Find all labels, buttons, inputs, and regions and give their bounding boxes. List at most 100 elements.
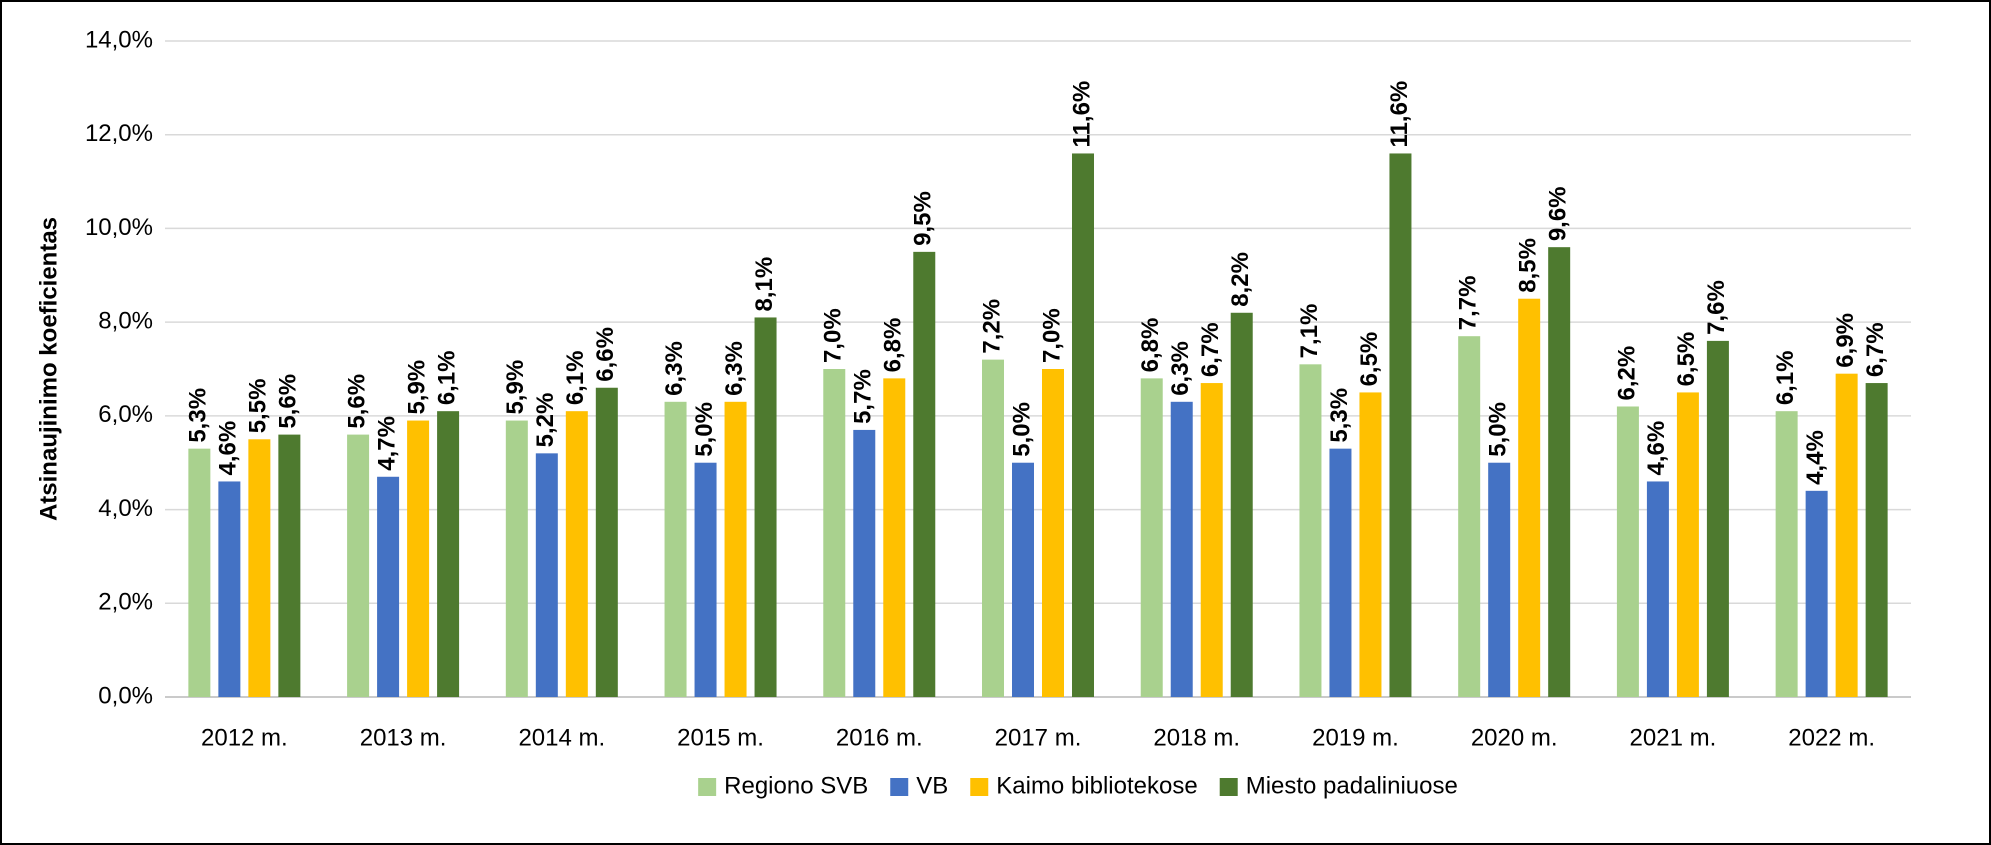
y-tick-label: 2,0% xyxy=(98,589,153,616)
value-label: 7,6% xyxy=(1703,280,1730,335)
bar xyxy=(248,439,271,697)
value-label: 6,8% xyxy=(1137,318,1164,373)
bar xyxy=(1488,462,1511,697)
bar xyxy=(1200,383,1223,697)
bar xyxy=(1042,369,1064,697)
bar xyxy=(1458,336,1481,697)
bar xyxy=(982,359,1004,697)
bar xyxy=(1140,378,1163,697)
value-label: 11,6% xyxy=(1386,81,1413,148)
x-tick-label: 2018 m. xyxy=(1153,724,1240,751)
legend-label: Kaimo bibliotekose xyxy=(996,772,1197,799)
bar xyxy=(664,401,687,697)
bar xyxy=(754,317,777,697)
value-label: 5,7% xyxy=(850,369,877,424)
bar xyxy=(1775,411,1798,697)
value-label: 6,9% xyxy=(1832,313,1859,368)
bar xyxy=(535,453,558,697)
value-label: 11,6% xyxy=(1068,81,1095,148)
value-label: 5,5% xyxy=(245,379,272,434)
value-label: 5,6% xyxy=(275,374,302,429)
bar xyxy=(377,476,400,697)
value-label: 6,7% xyxy=(1862,322,1889,377)
value-label: 4,6% xyxy=(215,421,242,476)
bar xyxy=(218,481,241,697)
bar xyxy=(1706,340,1729,697)
x-tick-label: 2012 m. xyxy=(201,724,288,751)
bar xyxy=(1865,383,1888,697)
value-label: 7,1% xyxy=(1296,304,1323,359)
x-tick-label: 2019 m. xyxy=(1312,724,1399,751)
value-label: 6,5% xyxy=(1356,332,1383,387)
value-label: 8,2% xyxy=(1227,252,1254,307)
x-tick-label: 2017 m. xyxy=(995,724,1082,751)
bar xyxy=(883,378,906,697)
bar xyxy=(437,411,460,697)
bar xyxy=(188,448,211,697)
value-label: 7,0% xyxy=(820,308,847,363)
x-tick-label: 2014 m. xyxy=(518,724,605,751)
value-label: 6,1% xyxy=(1772,350,1799,405)
bar xyxy=(565,411,588,697)
bar xyxy=(1170,401,1193,697)
bar xyxy=(278,434,301,697)
legend-swatch xyxy=(970,778,989,796)
value-label: 6,1% xyxy=(433,350,460,405)
bar xyxy=(913,251,936,697)
value-label: 6,8% xyxy=(880,318,907,373)
legend-label: Regiono SVB xyxy=(724,772,868,799)
value-label: 6,3% xyxy=(1167,341,1194,396)
x-tick-label: 2016 m. xyxy=(836,724,923,751)
y-tick-label: 6,0% xyxy=(98,401,153,428)
value-label: 5,3% xyxy=(1326,388,1353,443)
bar xyxy=(1646,481,1669,697)
bar xyxy=(1616,406,1639,697)
bar xyxy=(724,401,747,697)
value-label: 6,7% xyxy=(1197,322,1224,377)
value-label: 5,9% xyxy=(502,360,529,415)
bar xyxy=(1835,373,1858,697)
bar xyxy=(1359,392,1382,697)
value-label: 6,1% xyxy=(562,350,589,405)
legend-swatch xyxy=(890,778,909,796)
bar xyxy=(1518,298,1541,697)
y-tick-label: 8,0% xyxy=(98,307,153,334)
bar xyxy=(694,462,717,697)
value-label: 9,6% xyxy=(1545,186,1572,241)
bar xyxy=(1329,448,1352,697)
bar xyxy=(1805,490,1828,697)
value-label: 8,5% xyxy=(1515,238,1542,293)
bar xyxy=(505,420,528,697)
value-label: 5,0% xyxy=(1485,402,1512,457)
bar xyxy=(1299,364,1322,697)
bar xyxy=(823,369,846,697)
value-label: 9,5% xyxy=(910,191,937,246)
bar xyxy=(1072,153,1094,697)
bar xyxy=(853,429,876,697)
x-tick-label: 2020 m. xyxy=(1471,724,1558,751)
y-tick-label: 0,0% xyxy=(98,682,153,709)
value-label: 5,9% xyxy=(403,360,430,415)
value-label: 6,5% xyxy=(1673,332,1700,387)
value-label: 5,6% xyxy=(343,374,370,429)
bar xyxy=(1012,462,1034,697)
x-tick-label: 2021 m. xyxy=(1630,724,1717,751)
x-tick-label: 2015 m. xyxy=(677,724,764,751)
legend-label: VB xyxy=(916,772,948,799)
value-label: 6,6% xyxy=(592,327,619,382)
value-label: 5,2% xyxy=(532,393,559,448)
y-tick-label: 14,0% xyxy=(85,26,153,53)
value-label: 7,0% xyxy=(1038,308,1065,363)
x-tick-label: 2013 m. xyxy=(360,724,447,751)
y-tick-label: 12,0% xyxy=(85,120,153,147)
value-label: 4,7% xyxy=(373,416,400,471)
bar xyxy=(347,434,370,697)
value-label: 5,0% xyxy=(1008,402,1035,457)
bar xyxy=(1676,392,1699,697)
bar xyxy=(1389,153,1412,697)
value-label: 5,0% xyxy=(691,402,718,457)
x-tick-label: 2022 m. xyxy=(1788,724,1875,751)
value-label: 6,2% xyxy=(1613,346,1640,401)
bar xyxy=(407,420,430,697)
